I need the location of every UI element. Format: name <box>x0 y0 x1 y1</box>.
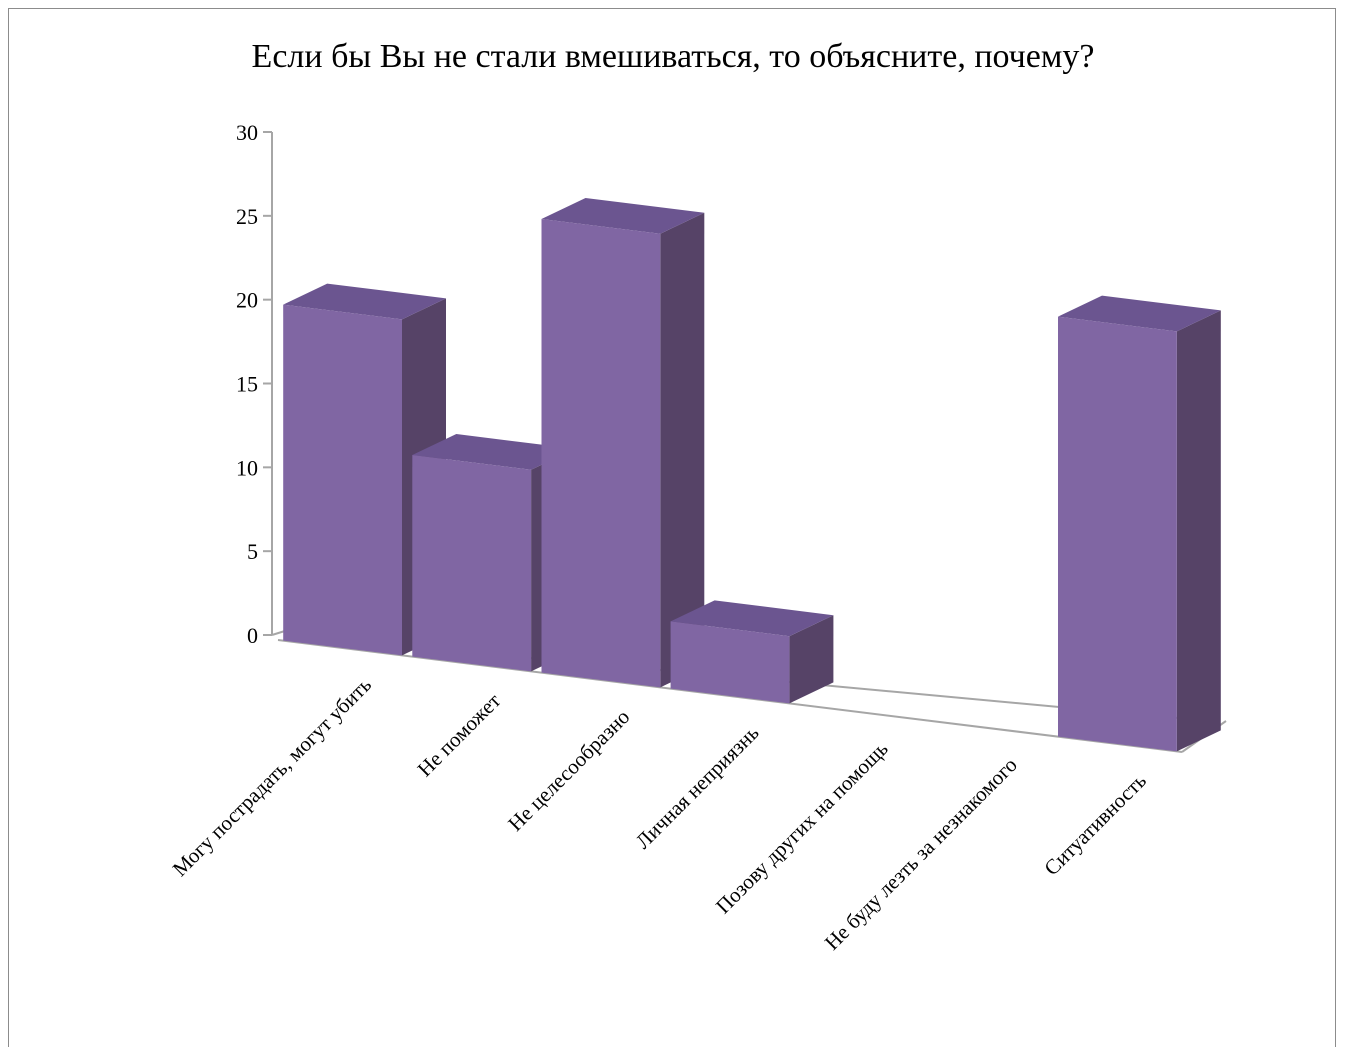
bar-top <box>412 434 576 470</box>
bar-top <box>670 600 834 637</box>
bar-top <box>541 198 705 234</box>
x-category-label: Не поможет <box>413 689 506 782</box>
y-tick-label: 15 <box>236 372 258 397</box>
x-category-label: Ситуативность <box>1039 769 1151 881</box>
y-tick-label: 0 <box>247 623 258 648</box>
x-category-label: Могу пострадать, могут убить <box>168 673 376 881</box>
bar-side <box>1176 310 1221 752</box>
x-category-label: Личная неприязнь <box>631 721 764 854</box>
bar <box>541 219 661 688</box>
y-tick-label: 30 <box>236 120 258 145</box>
bar <box>1058 316 1177 752</box>
y-tick-label: 5 <box>247 539 258 564</box>
bar-side <box>789 615 834 704</box>
x-category-label: Не целесообразно <box>503 705 634 836</box>
bar <box>412 455 532 672</box>
bar-top <box>1058 295 1221 332</box>
bar <box>283 304 402 656</box>
y-tick-label: 25 <box>236 204 258 229</box>
bar <box>670 621 790 704</box>
chart-title: Если бы Вы не стали вмешиваться, то объя… <box>251 38 1095 75</box>
bar-top <box>283 283 446 320</box>
y-tick-label: 10 <box>236 455 258 480</box>
y-tick-label: 20 <box>236 288 258 313</box>
bar-side <box>660 212 705 688</box>
